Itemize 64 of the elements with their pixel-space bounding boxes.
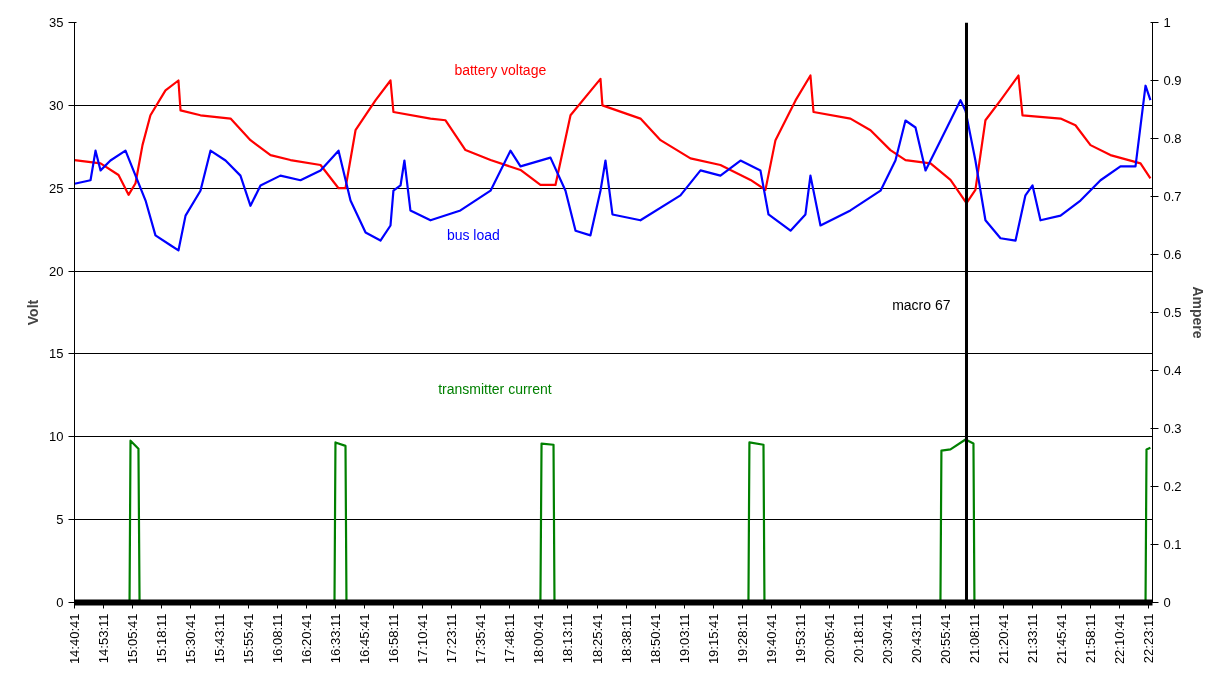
- x-tick-label: 19:15:41: [705, 613, 721, 665]
- x-tick-label: 20:43:11: [908, 613, 924, 664]
- x-tick-label: 16:33:11: [328, 613, 344, 664]
- y2-tick-label: 0.8: [1163, 131, 1182, 146]
- x-tick-label: 19:40:41: [763, 613, 779, 665]
- x-tick-label: 19:53:11: [792, 613, 808, 664]
- y-axis-title: Volt: [25, 299, 42, 326]
- y-tick-label: 15: [49, 346, 64, 362]
- x-tick-label: 17:35:41: [473, 613, 489, 665]
- x-tick-label: 15:18:11: [154, 613, 170, 664]
- y-tick-label: 0: [56, 595, 64, 610]
- x-tick-label: 15:05:41: [125, 613, 141, 665]
- x-tick-label: 18:13:11: [560, 613, 576, 664]
- x-tick-label: 21:20:41: [995, 613, 1011, 665]
- y2-tick-label: 0.7: [1163, 189, 1182, 204]
- x-tick-label: 14:53:11: [96, 613, 112, 664]
- y2-axis-title: Ampere: [1189, 286, 1206, 339]
- y2-tick-label: 0.1: [1163, 537, 1182, 552]
- x-tick-label: 17:10:41: [415, 613, 431, 665]
- x-tick-label: 14:40:41: [67, 613, 83, 665]
- y2-tick-label: 0: [1163, 595, 1171, 610]
- x-tick-label: 20:05:41: [821, 613, 837, 665]
- ref-line-label: macro 67: [892, 296, 951, 313]
- x-tick-label: 22:10:41: [1111, 613, 1127, 665]
- x-tick-label: 16:08:11: [270, 613, 286, 664]
- x-tick-label: 18:00:41: [531, 613, 547, 665]
- y-tick-label: 10: [49, 429, 64, 445]
- x-tick-label: 15:43:11: [212, 613, 228, 664]
- x-tick-label: 21:08:11: [966, 613, 982, 664]
- x-tick-label: 15:55:41: [241, 613, 257, 665]
- x-tick-label: 18:38:11: [618, 613, 634, 664]
- x-tick-label: 19:28:11: [734, 613, 750, 664]
- x-tick-label: 18:25:41: [589, 613, 605, 665]
- text: transmitter current: [438, 380, 552, 397]
- series-label: bus load: [446, 226, 500, 243]
- x-tick-label: 22:23:11: [1141, 613, 1157, 664]
- x-tick-label: 15:30:41: [183, 613, 199, 665]
- y2-tick-label: 0.3: [1163, 421, 1182, 436]
- y-tick-label: 5: [56, 512, 64, 528]
- y2-tick-label: 0.2: [1163, 479, 1182, 494]
- y2-tick-label: 0.9: [1163, 73, 1182, 88]
- y-tick-label: 30: [49, 97, 64, 113]
- text: battery voltage: [454, 61, 547, 78]
- x-tick-label: 21:33:11: [1024, 613, 1040, 664]
- x-tick-label: 20:55:41: [937, 613, 953, 665]
- x-tick-label: 20:30:41: [879, 613, 895, 665]
- y2-tick-label: 0.6: [1163, 247, 1182, 262]
- x-tick-label: 18:50:41: [647, 613, 663, 665]
- x-tick-label: 20:18:11: [850, 613, 866, 664]
- x-tick-label: 17:23:11: [444, 613, 460, 664]
- x-tick-label: 17:48:11: [502, 613, 518, 664]
- y2-tick-label: 0.5: [1163, 305, 1182, 320]
- y-tick-label: 35: [49, 15, 64, 30]
- line-series: [74, 84, 1152, 252]
- x-tick-label: 21:45:41: [1053, 613, 1069, 665]
- x-tick-label: 16:58:11: [386, 613, 402, 664]
- y-tick-label: 20: [49, 263, 64, 279]
- y2-tick-label: 1: [1163, 15, 1171, 30]
- x-tick-label: 16:20:41: [299, 613, 315, 665]
- x-tick-label: 19:03:11: [676, 613, 692, 664]
- y-tick-label: 25: [49, 180, 64, 196]
- x-tick-label: 21:58:11: [1082, 613, 1098, 664]
- y2-tick-label: 0.4: [1163, 363, 1182, 378]
- x-tick-label: 16:45:41: [357, 613, 373, 665]
